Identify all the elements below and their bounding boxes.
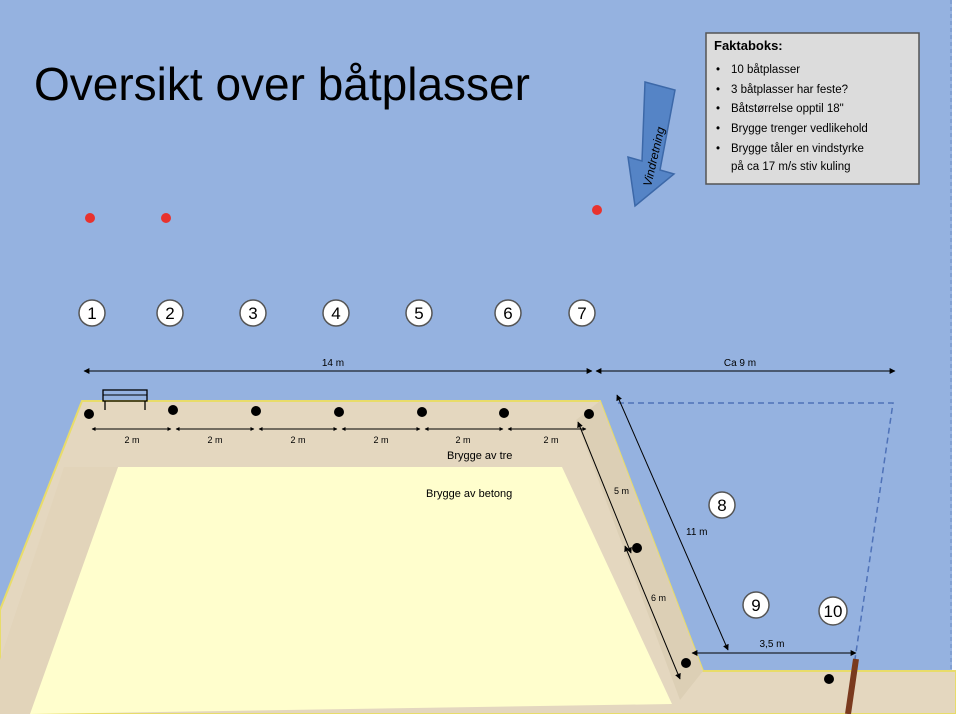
slot-number: 4 [331,304,340,323]
mooring-dot [84,409,94,419]
slot-number: 1 [87,304,96,323]
segment-label: 2 m [455,435,470,445]
slot-circle [742,591,770,619]
slot-number: 6 [503,304,512,323]
segment-dimensions: 2 m 2 m 2 m 2 m 2 m 2 m [91,427,587,445]
mooring-dot [632,543,642,553]
factbox-bullet: • [716,103,720,115]
wood-dock-left-shade [0,467,118,714]
dimension-diagonal [616,394,729,651]
dimension-side-upper [577,421,632,554]
factbox-bullet: • [716,123,720,135]
mooring-dot [251,406,261,416]
concrete-dock [30,467,672,714]
mooring-dot [168,405,178,415]
mooring-post [845,658,859,714]
mooring-dot [499,408,509,418]
slot-number: 10 [824,602,843,621]
wind-arrow: Vindretning [627,81,676,208]
segment-label: 2 m [124,435,139,445]
dimension-right-span-label: Ca 9 m [724,358,756,369]
factbox: Faktaboks: • 10 båtplasser • 3 båtplasse… [705,32,920,185]
red-marker [592,205,602,215]
segment-label: 2 m [543,435,558,445]
mooring-dot [681,658,691,668]
material-concrete-label: Brygge av betong [426,488,512,500]
segment-label: 2 m [290,435,305,445]
dimension-diagonal-label: 11 m [686,527,708,538]
dimension-side-upper-label: 5 m [614,486,629,496]
factbox-item: Brygge trenger vedlikehold [731,123,868,135]
factbox-item: 10 båtplasser [731,64,800,76]
dimension-bottom-label: 3,5 m [759,639,784,650]
bench [102,389,148,410]
wind-arrow-shape [627,81,676,208]
dimension-side-lower-label: 6 m [651,593,666,603]
mooring-dot [417,407,427,417]
dimension-side-lower [624,545,681,680]
factbox-bullet: • [716,84,720,96]
slot-number: 7 [577,304,586,323]
red-marker [161,213,171,223]
slot-circle [322,299,350,327]
mooring-dot [824,674,834,684]
slot-number: 8 [717,496,726,515]
slot-circle [156,299,184,327]
slot-circle [818,596,848,626]
slot-number: 9 [751,596,760,615]
factbox-item: Brygge tåler en vindstyrke [731,143,864,155]
slot-circle [239,299,267,327]
factbox-panel [705,32,920,185]
slot-number: 2 [165,304,174,323]
red-marker [85,213,95,223]
factbox-item: 3 båtplasser har feste? [731,84,848,96]
segment-label: 2 m [373,435,388,445]
slot-number: 5 [414,304,423,323]
mooring-dot [334,407,344,417]
segment-label: 2 m [207,435,222,445]
slot-circle [494,299,522,327]
factbox-bullet: • [716,64,720,76]
factbox-bullet: • [716,143,720,155]
dimension-total-length-label: 14 m [322,358,344,369]
factbox-item: Båtstørrelse opptil 18" [731,103,844,115]
factbox-heading: Faktaboks: [714,38,783,53]
slot-circle [568,299,596,327]
slot-circle [78,299,106,327]
page-title: Oversikt over båtplasser [34,58,530,110]
mooring-dot [584,409,594,419]
factbox-item: på ca 17 m/s stiv kuling [731,161,851,173]
slot-circle [405,299,433,327]
material-wood-label: Brygge av tre [447,450,512,462]
slot-number: 3 [248,304,257,323]
